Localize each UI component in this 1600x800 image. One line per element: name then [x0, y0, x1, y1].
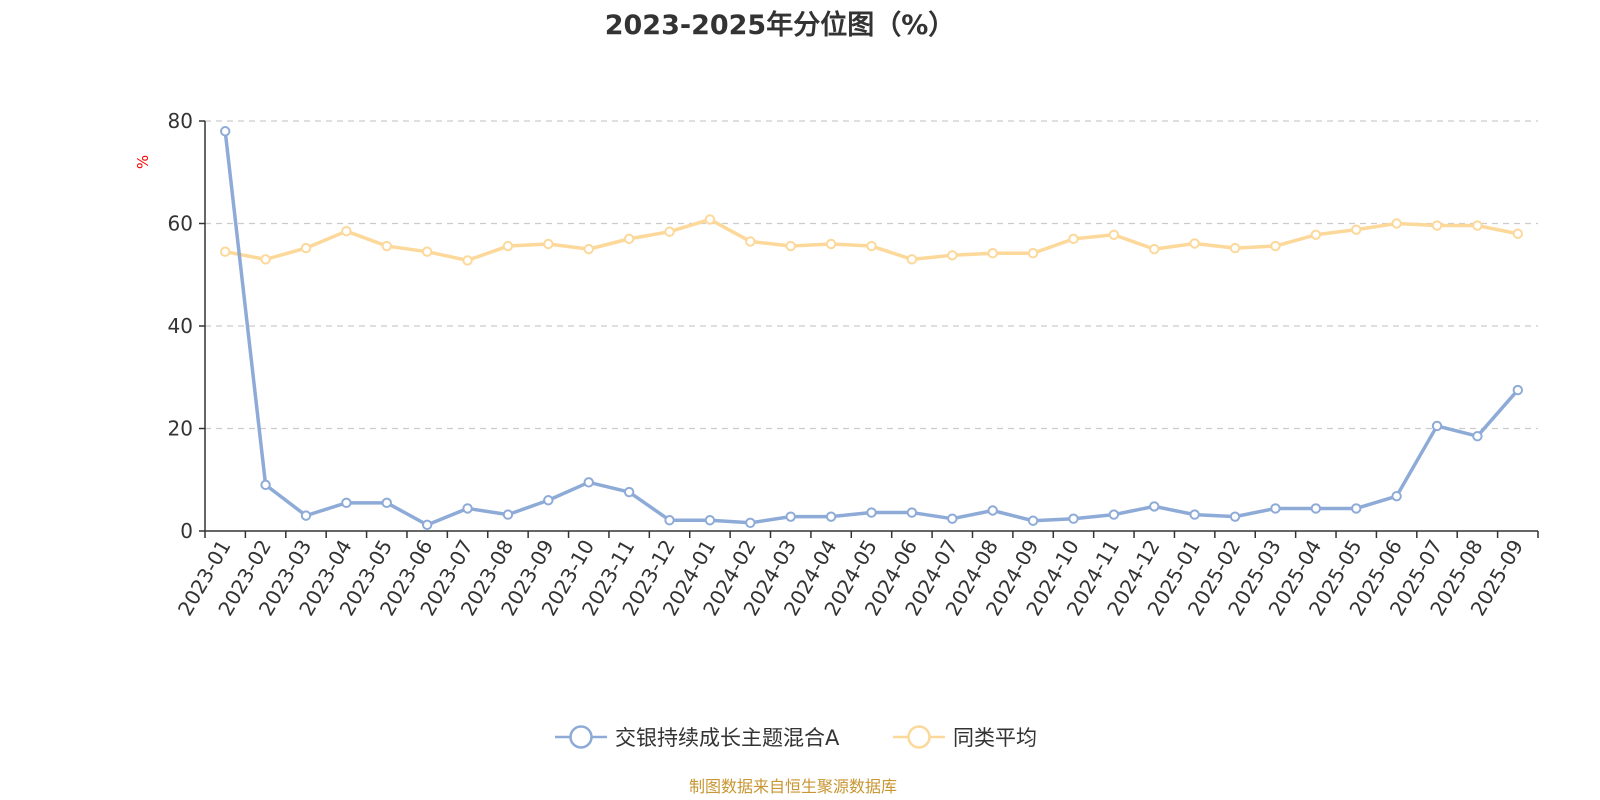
y-tick-label: 60 — [168, 212, 193, 236]
data-point[interactable] — [1270, 503, 1281, 514]
data-point[interactable] — [502, 509, 514, 520]
data-point[interactable] — [745, 236, 756, 247]
data-point[interactable] — [1027, 248, 1039, 259]
data-point[interactable] — [543, 495, 554, 506]
data-point[interactable] — [664, 515, 675, 526]
data-point[interactable] — [300, 242, 312, 254]
data-point[interactable] — [341, 497, 352, 509]
data-point[interactable] — [341, 225, 352, 237]
data-point[interactable] — [260, 254, 271, 265]
data-point[interactable] — [260, 479, 271, 491]
data-point[interactable] — [462, 255, 473, 266]
data-point[interactable] — [219, 126, 231, 137]
data-point[interactable] — [704, 214, 716, 225]
data-point[interactable] — [1351, 224, 1362, 235]
data-point[interactable] — [987, 505, 998, 516]
data-point[interactable] — [745, 517, 756, 528]
data-point[interactable] — [300, 510, 312, 521]
data-point[interactable] — [502, 240, 514, 252]
data-point[interactable] — [825, 238, 837, 250]
data-point[interactable] — [947, 250, 958, 261]
data-point[interactable] — [866, 240, 877, 252]
data-point[interactable] — [1149, 243, 1160, 255]
data-point[interactable] — [1108, 509, 1120, 520]
data-point[interactable] — [543, 238, 554, 250]
legend-marker-icon — [569, 725, 593, 749]
data-point[interactable] — [906, 507, 918, 518]
series-line-0 — [223, 131, 1520, 527]
data-point[interactable] — [219, 246, 231, 257]
plot-area — [219, 126, 1524, 531]
data-point[interactable] — [704, 515, 716, 526]
legend-item[interactable]: 交银持续成长主题混合A — [555, 725, 840, 750]
data-point[interactable] — [1310, 229, 1322, 240]
data-point[interactable] — [947, 513, 958, 524]
data-point[interactable] — [1391, 490, 1402, 502]
y-tick-label: 80 — [168, 109, 193, 133]
data-point[interactable] — [421, 519, 433, 531]
legend-label: 交银持续成长主题混合A — [615, 726, 840, 750]
chart-title: 2023-2025年分位图（%） — [605, 9, 956, 41]
data-point[interactable] — [664, 226, 675, 237]
data-point[interactable] — [1270, 240, 1281, 252]
data-point[interactable] — [1351, 503, 1362, 514]
data-point[interactable] — [1027, 515, 1039, 526]
data-point[interactable] — [1068, 513, 1079, 524]
series-line-1 — [224, 217, 1519, 263]
legend-marker-icon — [907, 725, 931, 749]
legend[interactable]: 交银持续成长主题混合A 同类平均 — [555, 725, 1037, 750]
data-point[interactable] — [583, 243, 594, 255]
data-point[interactable] — [381, 240, 392, 252]
data-point[interactable] — [1512, 384, 1524, 396]
data-point[interactable] — [1068, 233, 1079, 245]
gridlines — [205, 120, 1538, 430]
y-tick-label: 40 — [168, 314, 193, 338]
data-point[interactable] — [381, 497, 392, 509]
y-tick-label: 0 — [180, 519, 193, 543]
data-point[interactable] — [1229, 242, 1241, 254]
data-point[interactable] — [785, 511, 796, 522]
data-point[interactable] — [1431, 220, 1443, 231]
axes: 0204060802023-012023-022023-032023-04202… — [168, 109, 1539, 620]
y-axis-unit-label: % — [134, 155, 152, 169]
data-point[interactable] — [825, 511, 837, 522]
source-credit: 制图数据来自恒生聚源数据库 — [689, 777, 897, 796]
data-point[interactable] — [1108, 229, 1120, 240]
data-point[interactable] — [987, 248, 998, 259]
data-point[interactable] — [1391, 218, 1402, 229]
data-point[interactable] — [1149, 501, 1160, 512]
data-point[interactable] — [1472, 430, 1483, 442]
data-point[interactable] — [623, 486, 635, 498]
data-point[interactable] — [583, 477, 594, 488]
y-tick-label: 20 — [168, 417, 193, 441]
data-point[interactable] — [1189, 238, 1200, 249]
data-point[interactable] — [421, 246, 433, 257]
data-point[interactable] — [1189, 509, 1200, 520]
data-point[interactable] — [906, 254, 918, 265]
data-point[interactable] — [1229, 511, 1241, 522]
data-point[interactable] — [462, 503, 473, 514]
data-point[interactable] — [1310, 503, 1322, 514]
legend-item[interactable]: 同类平均 — [893, 725, 1037, 750]
legend-label: 同类平均 — [953, 726, 1037, 750]
data-point[interactable] — [1431, 420, 1443, 432]
data-point[interactable] — [623, 233, 635, 245]
data-point[interactable] — [866, 507, 877, 518]
data-point[interactable] — [1472, 220, 1483, 231]
data-point[interactable] — [785, 240, 796, 252]
data-point[interactable] — [1512, 228, 1524, 239]
